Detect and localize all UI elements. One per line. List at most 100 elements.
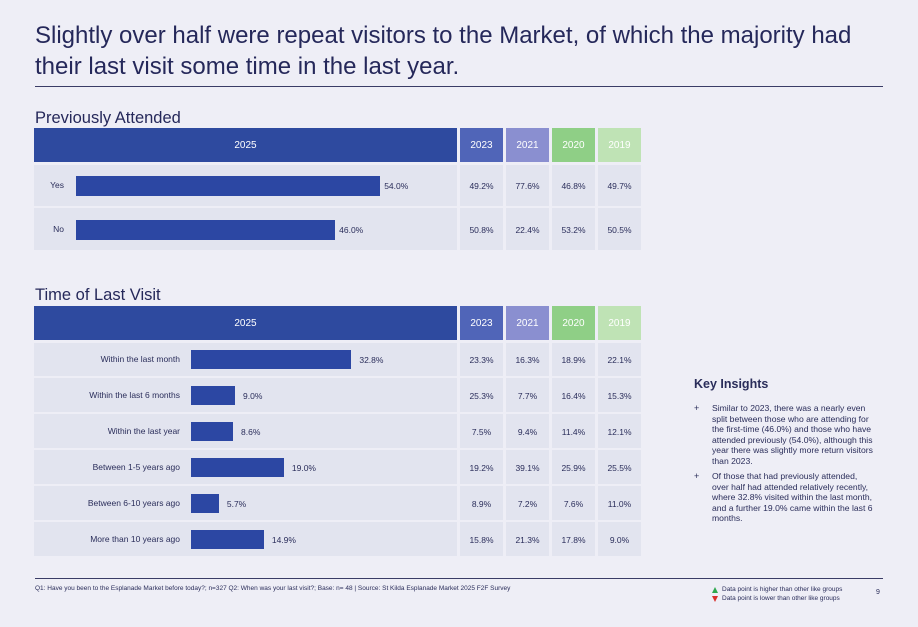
legend-lower: Data point is lower than other like grou… <box>712 594 842 603</box>
comparison-value-2021: 7.2% <box>517 498 538 509</box>
bar-value-label: 54.0% <box>384 180 409 191</box>
comparison-value-2023: 19.2% <box>469 462 494 473</box>
row-separator <box>34 448 641 450</box>
category-label: Between 1-5 years ago <box>92 461 180 472</box>
row-separator <box>34 206 641 208</box>
comparison-value-2019: 15.3% <box>607 390 632 401</box>
comparison-value-2020: 53.2% <box>561 224 586 235</box>
comparison-value-2021: 22.4% <box>515 224 540 235</box>
bar <box>191 386 235 405</box>
category-label: No <box>53 223 64 234</box>
footer-divider <box>35 578 883 579</box>
comparison-value-2020: 18.9% <box>561 354 586 365</box>
row-separator <box>34 376 641 378</box>
year-col-bg-2019 <box>598 343 641 556</box>
triangle-down-icon <box>712 595 718 602</box>
bar-value-label: 32.8% <box>359 354 384 365</box>
comparison-value-2023: 23.3% <box>469 354 494 365</box>
category-label: Within the last year <box>107 425 180 436</box>
category-label: Within the last month <box>100 353 180 364</box>
bar <box>191 458 284 477</box>
bar-value-label: 14.9% <box>271 534 296 545</box>
year-col-bg-2021 <box>506 343 549 556</box>
bar-value-label: 9.0% <box>243 390 263 401</box>
title-divider <box>35 86 883 87</box>
insight-text: Similar to 2023, there was a nearly even… <box>712 403 873 466</box>
comparison-value-2019: 12.1% <box>607 426 632 437</box>
year-col-bg-2020 <box>552 165 595 250</box>
comparison-value-2023: 8.9% <box>471 498 492 509</box>
insight-item: + Of those that had previously attended, … <box>694 471 874 524</box>
row-separator <box>34 412 641 414</box>
comparison-value-2023: 7.5% <box>471 426 492 437</box>
legend-higher-label: Data point is higher than other like gro… <box>722 586 843 593</box>
comparison-value-2023: 50.8% <box>469 224 494 235</box>
row-separator <box>34 520 641 522</box>
header-2021: 2021 <box>506 128 549 162</box>
significance-legend: Data point is higher than other like gro… <box>712 585 842 603</box>
comparison-value-2021: 16.3% <box>515 354 540 365</box>
comparison-value-2019: 22.1% <box>607 354 632 365</box>
header-2023: 2023 <box>460 128 503 162</box>
comparison-value-2020: 7.6% <box>563 498 584 509</box>
comparison-value-2019: 25.5% <box>607 462 632 473</box>
page-number: 9 <box>876 589 880 596</box>
main-body-bg <box>34 343 457 556</box>
bar-value-label: 8.6% <box>241 426 261 437</box>
bar-value-label: 46.0% <box>339 224 364 235</box>
comparison-value-2020: 25.9% <box>561 462 586 473</box>
legend-lower-label: Data point is lower than other like grou… <box>722 595 840 602</box>
key-insights-panel: Key Insights + Similar to 2023, there was… <box>694 377 874 529</box>
comparison-value-2023: 15.8% <box>469 534 494 545</box>
comparison-value-2020: 11.4% <box>561 426 586 437</box>
category-label: Between 6-10 years ago <box>87 497 180 508</box>
comparison-value-2019: 9.0% <box>609 534 630 545</box>
comparison-value-2021: 9.4% <box>517 426 538 437</box>
source-footnote: Q1: Have you been to the Esplanade Marke… <box>35 585 511 592</box>
year-col-bg-2020 <box>552 343 595 556</box>
year-col-bg-2019 <box>598 165 641 250</box>
comparison-value-2020: 16.4% <box>561 390 586 401</box>
category-label: Within the last 6 months <box>89 389 180 400</box>
header-2021: 2021 <box>506 306 549 340</box>
row-separator <box>34 484 641 486</box>
comparison-value-2021: 39.1% <box>515 462 540 473</box>
bar <box>76 175 381 196</box>
comparison-value-2019: 11.0% <box>607 498 632 509</box>
year-col-bg-2023 <box>460 165 503 250</box>
bar <box>191 494 219 513</box>
comparison-value-2019: 49.7% <box>607 180 632 191</box>
year-col-bg-2021 <box>506 165 549 250</box>
header-2025: 2025 <box>34 128 457 162</box>
header-2019: 2019 <box>598 306 641 340</box>
comparison-value-2020: 46.8% <box>561 180 586 191</box>
bar <box>191 530 264 549</box>
header-2025: 2025 <box>34 306 457 340</box>
bar-value-label: 5.7% <box>226 498 247 509</box>
comparison-value-2021: 77.6% <box>515 180 540 191</box>
bar-value-label: 19.0% <box>291 462 316 473</box>
comparison-value-2023: 25.3% <box>469 390 494 401</box>
insight-item: + Similar to 2023, there was a nearly eve… <box>694 403 874 466</box>
category-label: Yes <box>50 179 64 190</box>
header-2019: 2019 <box>598 128 641 162</box>
year-col-bg-2023 <box>460 343 503 556</box>
insight-text: Of those that had previously attended, o… <box>712 471 873 523</box>
comparison-value-2021: 7.7% <box>517 390 538 401</box>
category-label: More than 10 years ago <box>90 533 180 544</box>
bar <box>191 350 352 369</box>
page-title: Slightly over half were repeat visitors … <box>35 22 852 80</box>
header-2020: 2020 <box>552 128 595 162</box>
comparison-value-2023: 49.2% <box>469 180 494 191</box>
header-2020: 2020 <box>552 306 595 340</box>
comparison-value-2020: 17.8% <box>561 534 586 545</box>
plus-icon: + <box>694 403 700 413</box>
key-insights-heading: Key Insights <box>694 377 769 391</box>
comparison-value-2021: 21.3% <box>515 534 540 545</box>
chart-title-time-of-last-visit: Time of Last Visit <box>35 286 161 304</box>
bar <box>76 219 336 240</box>
plus-icon: + <box>694 471 700 481</box>
time-of-last-visit-chart: 2025 2023 2021 2020 2019 Within the last mont… <box>34 306 641 556</box>
previously-attended-chart: 2025 2023 2021 2020 2019 Yes 54.0% 49.2% 77.6% 46… <box>34 128 641 250</box>
legend-higher: Data point is higher than other like gro… <box>712 585 842 594</box>
